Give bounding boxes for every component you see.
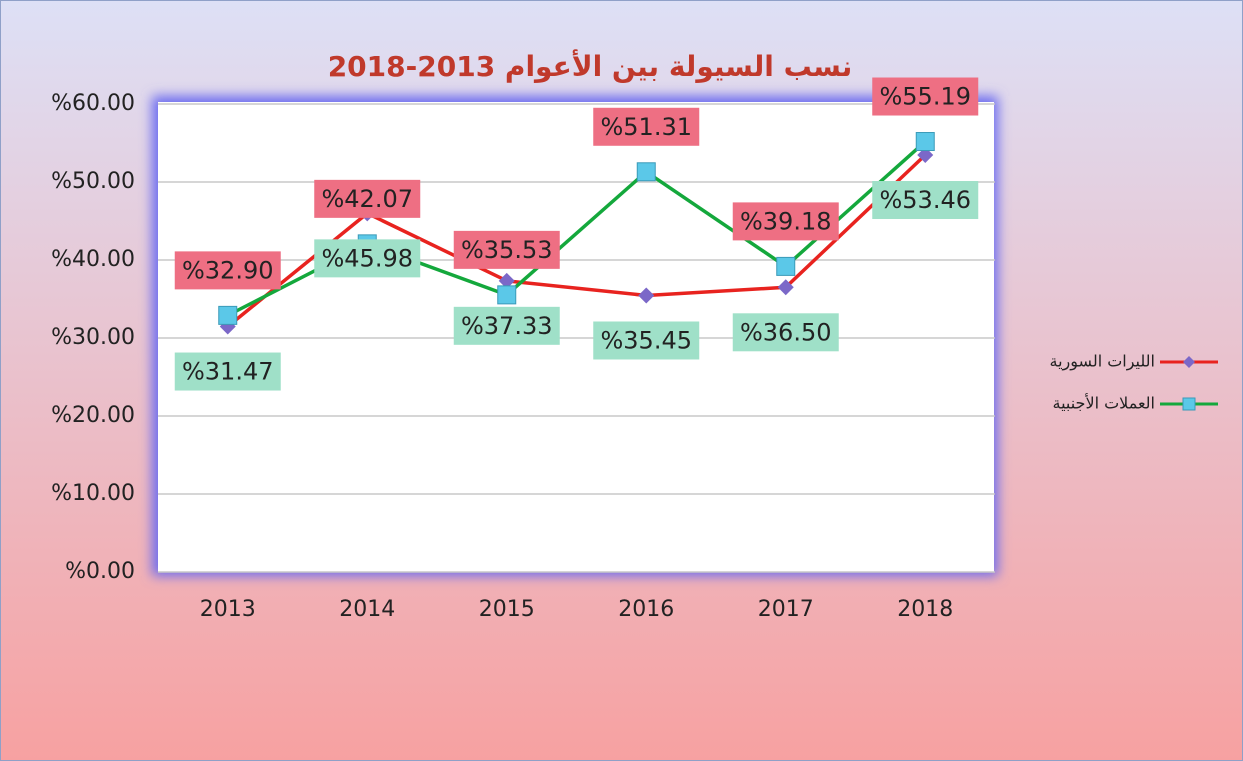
data-label: %39.18 xyxy=(732,202,839,241)
label-text: %51.31 xyxy=(600,113,692,141)
marker xyxy=(915,132,935,152)
label-text: %36.50 xyxy=(740,318,832,346)
data-label: %45.98 xyxy=(314,239,421,278)
x-tick-label: 2017 xyxy=(758,597,814,622)
x-tick-label: 2014 xyxy=(339,597,395,622)
label-text: %53.46 xyxy=(879,186,971,214)
label-box xyxy=(314,179,421,218)
data-label: %42.07 xyxy=(314,179,421,218)
plot-area xyxy=(158,102,994,572)
y-tick-label: %60.00 xyxy=(51,91,135,116)
data-label: %35.45 xyxy=(593,321,700,360)
label-box xyxy=(593,321,700,360)
label-box xyxy=(593,107,700,146)
y-tick-label: %50.00 xyxy=(51,169,135,194)
label-text: %32.90 xyxy=(182,256,274,284)
marker xyxy=(638,287,655,304)
data-label: %32.90 xyxy=(174,251,281,290)
legend-marker xyxy=(1183,356,1195,368)
y-tick-label: %0.00 xyxy=(65,559,135,584)
label-box xyxy=(314,239,421,278)
marker xyxy=(218,305,238,325)
marker xyxy=(777,279,794,296)
data-label: %35.53 xyxy=(453,230,560,269)
legend-label: العملات الأجنبية xyxy=(1052,393,1155,413)
label-text: %55.19 xyxy=(879,83,971,111)
label-box xyxy=(453,230,560,269)
y-tick-label: %40.00 xyxy=(51,247,135,272)
x-tick-label: 2016 xyxy=(618,597,674,622)
label-text: %31.47 xyxy=(182,358,274,386)
marker xyxy=(498,272,515,289)
label-box xyxy=(453,306,560,345)
label-text: %39.18 xyxy=(740,207,832,235)
label-box xyxy=(174,352,281,391)
legend-label: الليرات السورية xyxy=(1050,352,1155,372)
label-box xyxy=(174,251,281,290)
x-tick-label: 2015 xyxy=(479,597,535,622)
series-line xyxy=(226,153,927,328)
label-text: %37.33 xyxy=(461,312,553,340)
y-tick-label: %30.00 xyxy=(51,325,135,350)
label-text: %42.07 xyxy=(321,185,413,213)
label-text: %35.53 xyxy=(461,236,553,264)
data-label: %37.33 xyxy=(453,306,560,345)
x-tick-label: 2013 xyxy=(200,597,256,622)
data-label: %36.50 xyxy=(732,313,839,352)
marker xyxy=(776,256,796,276)
legend-marker xyxy=(1182,397,1196,411)
label-box xyxy=(732,313,839,352)
chart-title: نسب السيولة بين الأعوام 2013-2018 xyxy=(328,49,853,83)
data-label: %55.19 xyxy=(872,77,979,116)
data-label: %31.47 xyxy=(174,352,281,391)
label-box xyxy=(872,77,979,116)
data-label: %53.46 xyxy=(872,181,979,220)
data-label: %51.31 xyxy=(593,107,700,146)
marker xyxy=(497,285,517,305)
y-tick-label: %10.00 xyxy=(51,481,135,506)
label-box xyxy=(732,202,839,241)
marker xyxy=(636,162,656,182)
label-text: %35.45 xyxy=(600,326,692,354)
label-box xyxy=(872,181,979,220)
y-tick-label: %20.00 xyxy=(51,403,135,428)
x-tick-label: 2018 xyxy=(897,597,953,622)
label-text: %45.98 xyxy=(321,244,413,272)
